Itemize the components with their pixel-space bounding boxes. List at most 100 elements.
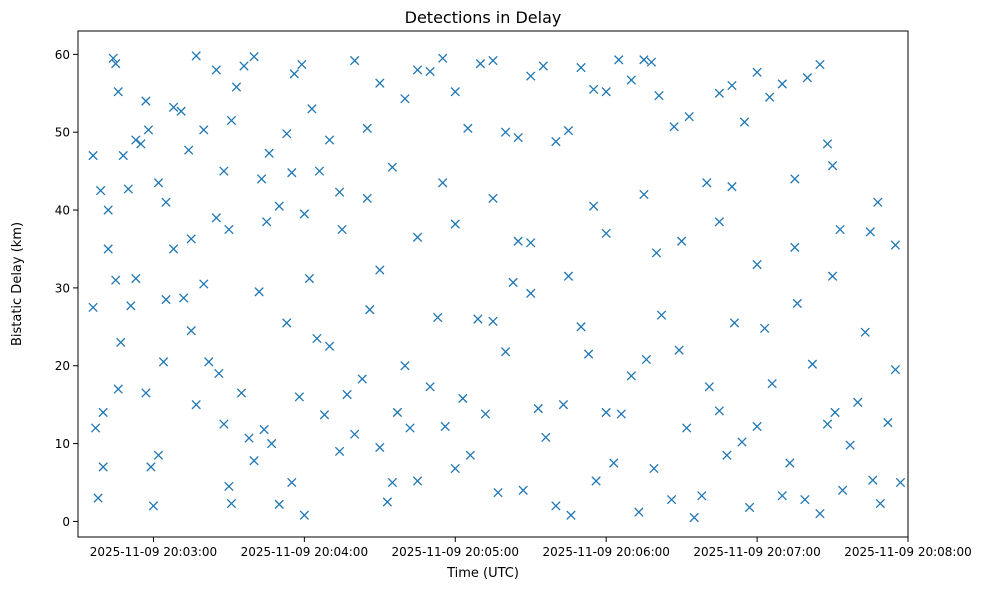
data-point — [616, 409, 626, 419]
data-point — [184, 145, 194, 155]
data-point — [211, 65, 221, 75]
data-point — [168, 244, 179, 254]
data-point — [108, 53, 118, 63]
data-point — [93, 493, 103, 503]
data-point — [256, 174, 267, 184]
x-tick-label: 2025-11-09 20:06:00 — [542, 545, 669, 559]
data-point — [822, 419, 833, 429]
y-tick-label: 0 — [62, 515, 70, 529]
data-point — [488, 193, 498, 204]
data-point — [350, 429, 360, 439]
data-point — [131, 273, 141, 284]
y-tick-label: 30 — [55, 281, 70, 295]
data-point — [815, 508, 825, 519]
data-point — [533, 403, 543, 414]
data-point — [458, 393, 468, 404]
data-point — [357, 374, 367, 384]
data-point — [294, 392, 304, 402]
data-point — [176, 106, 186, 116]
data-point — [475, 59, 486, 69]
data-point — [651, 248, 662, 258]
data-point — [211, 213, 221, 223]
data-point — [186, 326, 196, 336]
data-point — [324, 135, 335, 145]
data-point — [626, 75, 636, 85]
data-point — [744, 502, 755, 513]
data-point — [875, 498, 885, 509]
data-point — [566, 510, 576, 520]
data-point — [807, 359, 818, 369]
data-point — [103, 205, 113, 215]
data-point — [425, 66, 435, 77]
data-point — [488, 316, 498, 327]
data-point — [98, 462, 108, 472]
data-point — [558, 400, 569, 410]
data-point — [777, 79, 787, 89]
points-layer — [88, 51, 906, 523]
chart-title: Detections in Delay — [405, 8, 562, 27]
data-point — [261, 217, 272, 227]
data-point — [626, 371, 636, 381]
data-point — [387, 477, 398, 488]
data-point — [199, 125, 209, 135]
data-point — [98, 407, 108, 418]
data-point — [697, 491, 707, 501]
data-point — [158, 357, 169, 367]
data-point — [334, 187, 345, 197]
data-point — [90, 423, 101, 433]
y-axis: 0 10 20 30 40 50 60 — [55, 48, 78, 529]
data-point — [382, 497, 393, 507]
data-point — [226, 115, 237, 126]
x-tick-label: 2025-11-09 20:08:00 — [844, 545, 971, 559]
data-point — [324, 341, 335, 351]
data-point — [868, 475, 878, 485]
data-point — [576, 62, 586, 73]
data-point — [375, 78, 385, 88]
data-point — [689, 512, 699, 523]
data-point — [588, 84, 599, 95]
data-point — [219, 419, 229, 429]
data-point — [224, 481, 234, 492]
data-point — [412, 476, 423, 486]
data-point — [827, 271, 838, 281]
data-point — [307, 104, 317, 114]
data-point — [146, 462, 156, 472]
data-point — [314, 166, 325, 176]
y-tick-label: 10 — [55, 437, 70, 451]
data-point — [830, 407, 840, 418]
data-point — [289, 69, 299, 79]
data-point — [199, 279, 209, 289]
data-point — [412, 232, 423, 242]
data-point — [299, 510, 310, 520]
data-point — [412, 65, 423, 75]
data-point — [267, 438, 277, 449]
data-point — [362, 123, 372, 133]
data-point — [249, 456, 259, 466]
data-point — [790, 242, 800, 253]
y-tick-label: 50 — [55, 126, 70, 140]
data-point — [161, 294, 171, 305]
data-point — [136, 139, 146, 149]
data-point — [282, 318, 292, 328]
data-point — [226, 498, 237, 509]
data-point — [790, 174, 800, 184]
data-point — [342, 389, 352, 400]
plot-frame — [77, 30, 909, 538]
data-point — [676, 236, 687, 246]
x-tick-label: 2025-11-09 20:04:00 — [241, 545, 368, 559]
data-point — [438, 53, 448, 63]
data-point — [682, 423, 692, 433]
data-point — [274, 201, 284, 211]
data-point — [450, 463, 460, 474]
data-point — [375, 442, 385, 453]
data-point — [714, 88, 725, 98]
data-point — [264, 148, 274, 158]
x-tick-label: 2025-11-09 20:05:00 — [392, 545, 519, 559]
data-point — [576, 322, 586, 332]
data-point — [837, 485, 848, 495]
data-point — [666, 494, 677, 505]
data-point — [729, 318, 740, 328]
data-point — [438, 178, 448, 188]
data-point — [463, 123, 473, 133]
data-point — [123, 184, 133, 194]
